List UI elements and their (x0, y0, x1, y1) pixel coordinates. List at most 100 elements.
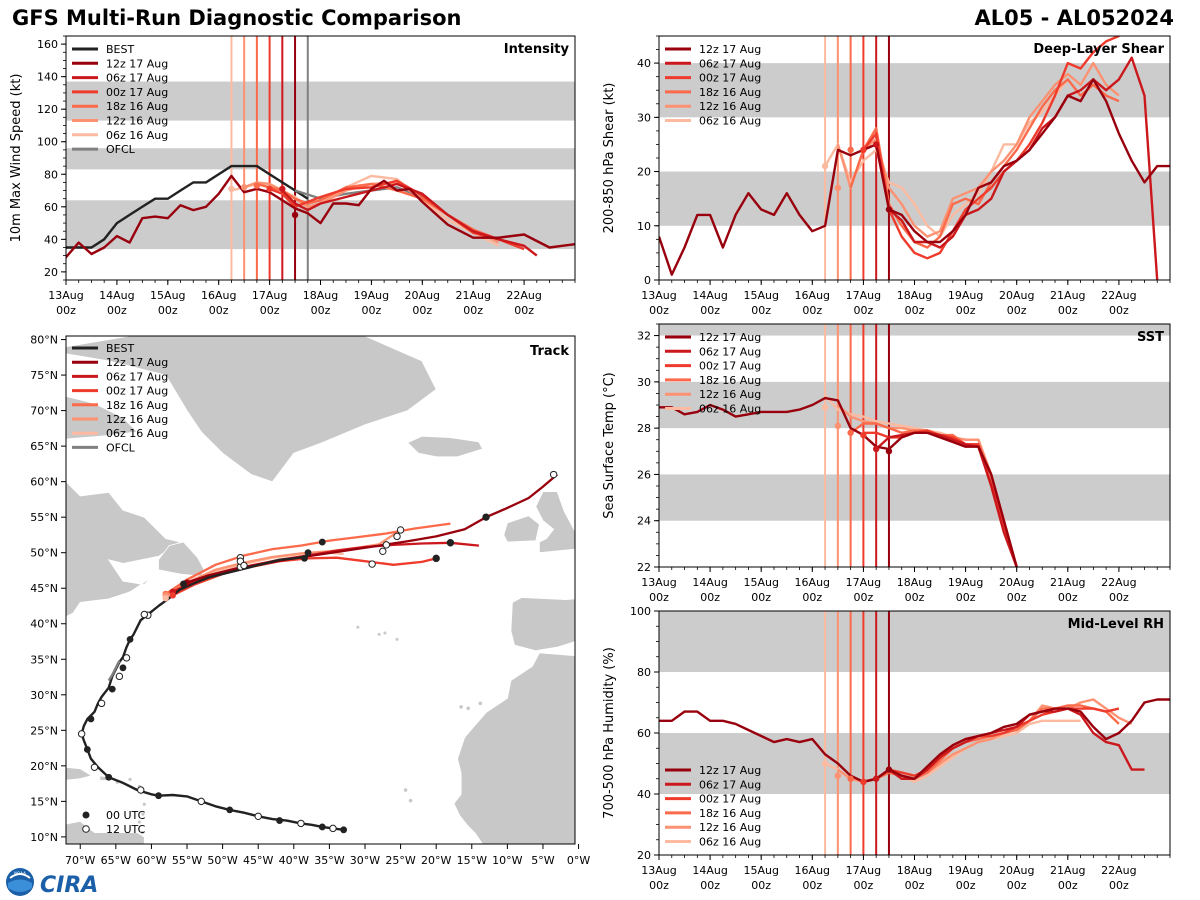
lon-tick-label: 0°W (567, 854, 590, 867)
x-tick-label: 00z (751, 304, 771, 317)
marker-00utc (276, 817, 283, 824)
lon-tick-label: 20°W (421, 854, 451, 867)
panel-title: Mid-Level RH (1068, 617, 1164, 632)
x-tick-label: 00z (700, 304, 720, 317)
x-tick-label: 14Aug (99, 289, 134, 302)
marker-00utc (226, 806, 234, 814)
init-marker (834, 184, 842, 192)
marker-00utc (340, 826, 348, 834)
x-tick-label: 00z (854, 304, 874, 317)
island (466, 706, 471, 711)
marker-12utc (297, 819, 305, 828)
x-tick-label: 22Aug (1101, 576, 1136, 589)
marker-00utc (155, 792, 162, 800)
x-tick-label: 18Aug (897, 576, 932, 589)
forecast-marker (379, 547, 387, 555)
forecast-marker (368, 560, 376, 568)
init-marker (860, 431, 867, 439)
hispaniola-landmass (66, 766, 93, 781)
x-tick-label: 17Aug (846, 864, 881, 877)
x-tick-label: 22Aug (1101, 289, 1136, 302)
x-tick-label: 00z (751, 591, 771, 604)
lon-tick-label: 50°W (207, 854, 237, 867)
marker-00utc (304, 549, 312, 557)
panel-title: Deep-Layer Shear (1033, 42, 1164, 57)
marker-12utc (254, 812, 262, 820)
marker-00utc (126, 635, 134, 643)
legend-label: 00z 17 Aug (699, 72, 761, 85)
lon-tick-label: 10°W (492, 854, 522, 867)
legend-label: 12z 17 Aug (699, 331, 761, 344)
y-tick-label: 0 (644, 274, 651, 287)
x-tick-label: 00z (1007, 591, 1027, 604)
x-tick-label: 00z (649, 304, 669, 317)
panel-rh: 20 40 60 80 100 13Aug 00z 14Aug 00z 15Aug 00z 16Aug… (602, 605, 1171, 892)
init-marker (240, 184, 248, 191)
x-tick-label: 15Aug (743, 864, 778, 877)
init-marker (885, 766, 893, 773)
x-tick-label: 00z (802, 591, 822, 604)
x-tick-label: 19Aug (948, 576, 983, 589)
island (459, 705, 463, 709)
x-tick-label: 00z (802, 879, 822, 892)
run-start-marker (162, 594, 169, 602)
lon-tick-label: 15°W (457, 854, 487, 867)
x-tick-label: 00z (956, 591, 976, 604)
marker-12utc (115, 672, 124, 681)
legend-label: 12z 17 Aug (106, 57, 168, 70)
x-tick-label: 20Aug (999, 576, 1034, 589)
y-tick-label: 30 (637, 376, 651, 389)
forecast-marker (396, 526, 405, 534)
init-marker (253, 182, 261, 189)
series-line (659, 78, 1170, 276)
legend-label: 18z 16 Aug (699, 374, 761, 387)
y-tick-label: 20 (637, 166, 651, 179)
x-tick-label: 21Aug (1050, 864, 1085, 877)
y-axis-label: 200-850 hPa Shear (kt) (602, 83, 617, 234)
x-tick-label: 00z (514, 304, 534, 317)
lon-tick-label: 55°W (172, 854, 202, 867)
legend-label: 12z 16 Aug (106, 115, 168, 128)
x-tick-label: 21Aug (1050, 576, 1085, 589)
legend-label: 06z 17 Aug (106, 72, 168, 85)
y-tick-label: 20 (637, 849, 651, 862)
y-tick-label: 22 (637, 561, 651, 574)
x-tick-label: 00z (362, 304, 382, 317)
legend-label: 06z 17 Aug (699, 345, 761, 358)
island (128, 777, 132, 781)
lon-tick-label: 40°W (279, 854, 309, 867)
y-tick-label: 120 (37, 103, 58, 116)
x-tick-label: 13Aug (48, 289, 83, 302)
legend-label: 12z 17 Aug (106, 356, 168, 369)
island (137, 820, 141, 824)
legend-label: 06z 16 Aug (699, 115, 761, 128)
marker-00utc (108, 685, 116, 693)
lat-tick-label: 35°N (30, 653, 58, 666)
panel-track: 70°W 65°W 60°W 55°W 50°W 45°W 40°W 35°W 30°W 25°W… (30, 334, 590, 867)
forecast-track-line (165, 522, 451, 595)
baffin-landmass (66, 395, 139, 440)
init-marker (860, 146, 867, 154)
x-tick-label: 14Aug (692, 576, 727, 589)
legend-label: 00z 17 Aug (699, 360, 761, 373)
series-line (269, 179, 525, 251)
forecast-track-line (172, 541, 480, 593)
init-marker (847, 146, 854, 154)
series-line (862, 36, 1121, 260)
y-tick-label: 40 (637, 57, 651, 70)
init-marker (279, 185, 286, 193)
lat-tick-label: 75°N (30, 369, 58, 382)
newfoundland-landmass (158, 541, 205, 577)
panel-frame (65, 335, 576, 845)
y-tick-label: 80 (44, 168, 58, 181)
x-tick-label: 22Aug (506, 289, 541, 302)
forecast-marker (432, 554, 440, 563)
plot-area (659, 36, 1170, 280)
x-tick-label: 20Aug (405, 289, 440, 302)
init-marker (847, 429, 854, 436)
x-tick-label: 00z (802, 304, 822, 317)
x-tick-label: 15Aug (743, 289, 778, 302)
panel-title: Track (530, 344, 569, 359)
x-tick-label: 00z (905, 304, 925, 317)
x-tick-label: 17Aug (252, 289, 287, 302)
